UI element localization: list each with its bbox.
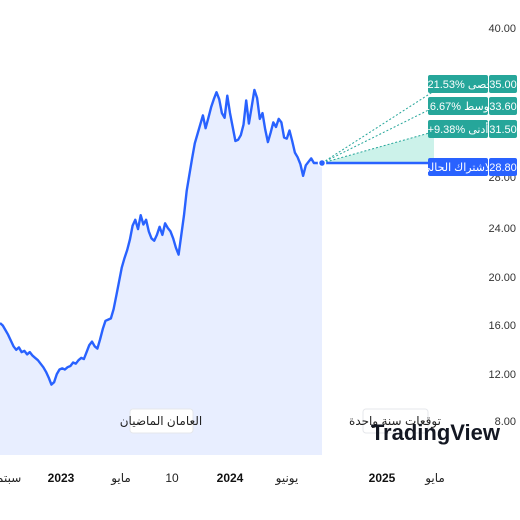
- target-high-value: 35.00: [489, 79, 517, 91]
- y-tick-label: 16.00: [488, 320, 516, 332]
- target-badge-low: +9.38% أدنى 31.50: [428, 120, 517, 138]
- x-tick-label: مايو: [424, 471, 445, 486]
- x-tick-label: 2024: [217, 471, 244, 485]
- x-tick-label: 2025: [369, 471, 396, 485]
- x-tick-label: سبتمبر: [0, 471, 21, 486]
- target-high-pct: +21.53% أقصى: [421, 77, 495, 91]
- target-high-value-bg: [489, 75, 517, 93]
- target-badge-average: +16.67% متوسط 33.60: [417, 97, 517, 115]
- forecast-period-box: توقعات سنة واحدة: [349, 408, 441, 434]
- target-average-pct-bg: [428, 97, 488, 115]
- target-average-value: 33.60: [489, 101, 517, 113]
- current-price-value-bg: [489, 158, 517, 176]
- y-tick-label: 8.00: [495, 416, 516, 428]
- current-price-label: الاشتراك الحالي: [422, 162, 495, 174]
- past-period-label: العامان الماضيان: [120, 414, 203, 428]
- target-badge-high: +21.53% أقصى 35.00: [421, 75, 517, 93]
- last-price-dot: [317, 158, 327, 168]
- price-line: [0, 88, 322, 386]
- y-tick-label: 24.00: [488, 223, 516, 235]
- forecast-period-label: توقعات سنة واحدة: [349, 414, 441, 429]
- target-badge-current: الاشتراك الحالي 28.80: [422, 158, 517, 176]
- x-tick-label: مايو: [110, 471, 131, 486]
- y-tick-label: 40.00: [488, 23, 516, 35]
- target-low-pct: +9.38% أدنى: [428, 122, 489, 136]
- target-average-value-bg: [489, 97, 517, 115]
- target-high-pct-bg: [428, 75, 488, 93]
- target-low-value: 31.50: [489, 124, 517, 136]
- forecast-period-box-bg: [362, 408, 429, 434]
- price-area: [0, 89, 322, 456]
- target-average-pct: +16.67% متوسط: [417, 101, 498, 113]
- x-axis: سبتمبر 2023 مايو 10 2024 يونيو 2025 مايو: [0, 471, 445, 486]
- current-price-value: 28.80: [489, 162, 517, 174]
- forecast-average-line: [321, 106, 435, 164]
- target-low-value-bg: [489, 120, 517, 138]
- x-tick-label: 2023: [48, 471, 75, 485]
- y-tick-label: 12.00: [488, 369, 516, 381]
- y-tick-label: 20.00: [488, 272, 516, 284]
- target-low-pct-bg: [428, 120, 488, 138]
- x-tick-label: يونيو: [275, 471, 299, 486]
- past-period-box-bg: [129, 408, 194, 434]
- past-period-box: العامان الماضيان: [120, 408, 203, 434]
- logo-text: TradingView: [371, 420, 501, 445]
- tradingview-logo: TradingView: [371, 420, 501, 445]
- forecast-low-line: [321, 131, 435, 164]
- current-price-label-bg: [428, 158, 488, 176]
- x-tick-label: 10: [165, 471, 179, 485]
